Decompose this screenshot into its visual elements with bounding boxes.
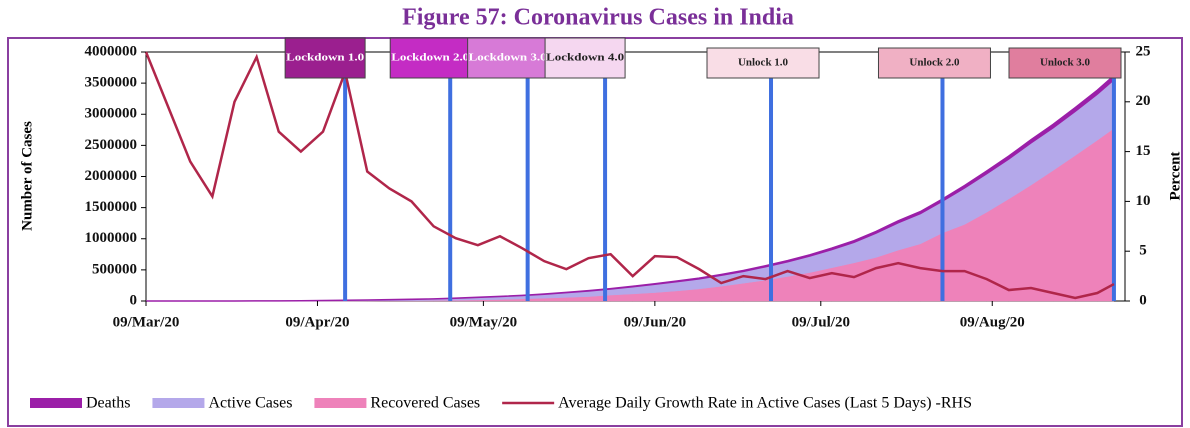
legend-label: Active Cases <box>208 395 292 412</box>
legend-label: Average Daily Growth Rate in Active Case… <box>558 395 972 412</box>
event-label: Unlock 3.0 <box>1040 57 1091 69</box>
event-label: Unlock 1.0 <box>738 57 789 69</box>
y2-tick-label: 25 <box>1136 43 1151 59</box>
event-box <box>1008 47 1122 79</box>
y-tick-label: 3500000 <box>85 75 138 91</box>
y2-tick-label: 15 <box>1136 143 1151 159</box>
line <box>144 51 1115 300</box>
event-box <box>544 37 626 79</box>
y2-axis-label: Percent <box>1167 152 1183 201</box>
event-label: Unlock 2.0 <box>909 57 960 69</box>
event-label: Lockdown 3.0 <box>469 52 548 64</box>
legend-swatch <box>314 398 367 408</box>
x-tick-label: 09/Mar/20 <box>113 314 180 330</box>
y2-tick-label: 10 <box>1136 193 1151 209</box>
legend-label: Deaths <box>86 395 130 412</box>
y-tick-label: 1000000 <box>85 230 138 246</box>
y-tick-label: 0 <box>130 292 138 308</box>
y-tick-label: 500000 <box>92 261 137 277</box>
y-tick-label: 1500000 <box>85 199 138 215</box>
x-tick-label: 09/Jul/20 <box>792 314 850 330</box>
y-tick-label: 3000000 <box>85 106 138 122</box>
legend-swatch <box>30 398 82 408</box>
y2-tick-label: 20 <box>1136 93 1151 109</box>
event-box <box>706 47 820 79</box>
event-box <box>284 37 366 79</box>
title-bg <box>9 1 1181 37</box>
y-tick-label: 4000000 <box>85 43 138 59</box>
y-tick-label: 2500000 <box>85 137 138 153</box>
y2-tick-label: 5 <box>1139 243 1147 259</box>
event-label: Lockdown 1.0 <box>286 52 365 64</box>
x-tick-label: 09/Aug/20 <box>960 314 1025 330</box>
event-box <box>389 37 471 79</box>
x-tick-label: 09/Jun/20 <box>624 314 687 330</box>
x-tick-label: 09/Apr/20 <box>285 314 349 330</box>
event-box <box>877 47 991 79</box>
y-tick-label: 2000000 <box>85 168 138 184</box>
legend-label: Recovered Cases <box>370 395 480 412</box>
event-label: Lockdown 2.0 <box>391 52 470 64</box>
y-axis-label: Number of Cases <box>19 121 35 231</box>
legend-swatch <box>152 398 205 408</box>
x-tick-label: 09/May/20 <box>450 314 518 330</box>
chart-title: Figure 57: Coronavirus Cases in India <box>402 5 794 31</box>
y2-tick-label: 0 <box>1139 292 1147 308</box>
event-label: Lockdown 4.0 <box>546 52 625 64</box>
